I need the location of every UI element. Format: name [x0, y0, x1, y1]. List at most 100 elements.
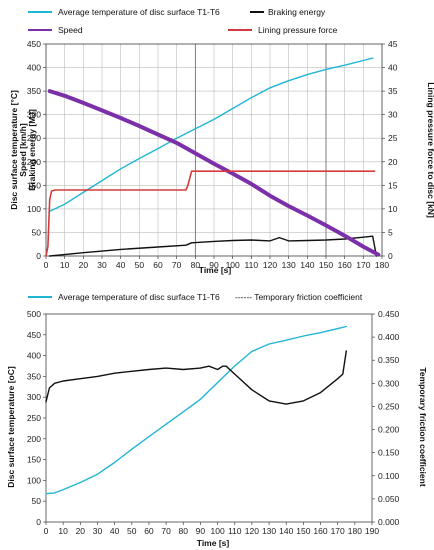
- x-tick-label: 180: [375, 260, 389, 270]
- chart1-legend: Average temperature of disc surface T1-T…: [28, 7, 338, 35]
- y-right-tick-label: 0.400: [378, 332, 400, 342]
- chart1-ylabel-energy: Braking energy [MJ]: [27, 109, 37, 191]
- chart1-ylabel-right: Lining pressure force to disc [kN]: [426, 82, 434, 218]
- y-left-tick-label: 150: [27, 180, 41, 190]
- x-tick-label: 130: [282, 260, 296, 270]
- x-tick-label: 150: [296, 526, 310, 536]
- x-tick-label: 0: [44, 260, 49, 270]
- y-right-tick-label: 0.000: [378, 517, 400, 527]
- x-tick-label: 110: [228, 526, 242, 536]
- x-tick-label: 20: [76, 526, 86, 536]
- x-tick-label: 110: [245, 260, 259, 270]
- x-tick-label: 30: [97, 260, 107, 270]
- chart2-plot: 0 10 20 30 40 50 60 70 80 90 100 110 120 130 140 150 160…: [27, 309, 400, 536]
- x-tick-label: 10: [58, 526, 68, 536]
- y-left-tick-label: 200: [27, 157, 41, 167]
- x-tick-label: 150: [319, 260, 333, 270]
- y-right-tick-label: 20: [388, 157, 398, 167]
- y-right-tick-label: 45: [388, 39, 398, 49]
- x-tick-label: 0: [44, 526, 49, 536]
- x-tick-label: 40: [116, 260, 126, 270]
- y-left-tick-label: 500: [27, 309, 41, 319]
- y-right-tick-label: 0.100: [378, 471, 400, 481]
- x-tick-label: 30: [93, 526, 103, 536]
- chart1-xlabel: Time [s]: [199, 265, 232, 275]
- y-right-tick-label: 5: [388, 227, 393, 237]
- x-tick-label: 170: [331, 526, 345, 536]
- x-tick-label: 140: [300, 260, 314, 270]
- y-right-tick-label: 0.050: [378, 494, 400, 504]
- x-tick-label: 120: [263, 260, 277, 270]
- y-left-tick-label: 50: [32, 227, 42, 237]
- y-left-tick-label: 400: [27, 351, 41, 361]
- x-tick-label: 160: [338, 260, 352, 270]
- x-tick-label: 180: [348, 526, 362, 536]
- chart2-ylabel-left: Disc surface temperature [oC]: [6, 366, 16, 488]
- y-left-tick-label: 300: [27, 110, 41, 120]
- legend-label-braking-energy: Braking energy: [268, 7, 326, 17]
- y-right-tick-label: 0.250: [378, 401, 400, 411]
- series-line-speed: [47, 89, 381, 257]
- y-left-tick-label: 0: [36, 251, 41, 261]
- chart2-legend: Average temperature of disc surface T1-T…: [28, 292, 363, 302]
- x-tick-label: 170: [356, 260, 370, 270]
- x-tick-label: 60: [153, 260, 163, 270]
- x-tick-label: 130: [262, 526, 276, 536]
- y-right-tick-label: 30: [388, 110, 398, 120]
- y-right-tick-label: 0.350: [378, 355, 400, 365]
- y-left-tick-label: 400: [27, 63, 41, 73]
- chart2-ylabel-right: Temporary friction coefficient: [418, 367, 428, 487]
- legend-label-speed: Speed: [58, 25, 83, 35]
- y-left-tick-label: 100: [27, 475, 41, 485]
- x-tick-label: 140: [279, 526, 293, 536]
- x-tick-label: 90: [196, 526, 206, 536]
- y-right-tick-label: 10: [388, 204, 398, 214]
- legend-label-temperature-2: Average temperature of disc surface T1-T…: [58, 292, 220, 302]
- y-right-tick-label: 0.150: [378, 448, 400, 458]
- y-right-tick-label: 40: [388, 63, 398, 73]
- y-left-tick-label: 250: [27, 413, 41, 423]
- y-left-tick-label: 350: [27, 86, 41, 96]
- x-tick-label: 100: [210, 526, 224, 536]
- chart1-ylabel-left: Disc surface temperature [°C] Speed [km/…: [9, 90, 37, 210]
- y-right-tick-label: 35: [388, 86, 398, 96]
- x-tick-label: 90: [209, 260, 219, 270]
- y-right-tick-label: 0: [388, 251, 393, 261]
- y-right-tick-label: 25: [388, 133, 398, 143]
- x-tick-label: 100: [226, 260, 240, 270]
- series-line-temporary-friction-coefficient: [45, 350, 347, 405]
- y-left-tick-label: 250: [27, 133, 41, 143]
- x-tick-label: 10: [60, 260, 70, 270]
- series-line-lining-pressure-force: [45, 170, 376, 257]
- y-left-tick-label: 300: [27, 392, 41, 402]
- plot-frame: [45, 313, 373, 523]
- x-tick-label: 190: [365, 526, 379, 536]
- y-left-tick-label: 100: [27, 204, 41, 214]
- x-tick-label: 120: [245, 526, 259, 536]
- legend-label-friction: ------ Temporary friction coefficient: [235, 292, 363, 302]
- series-line-braking-energy: [49, 235, 378, 257]
- x-tick-label: 80: [191, 260, 201, 270]
- series-line-average-temperature-of-disc-surface-t1-t6: [49, 57, 374, 212]
- y-right-tick-label: 0.450: [378, 309, 400, 319]
- y-right-tick-label: 0.300: [378, 378, 400, 388]
- y-left-tick-label: 150: [27, 455, 41, 465]
- x-tick-label: 50: [127, 526, 137, 536]
- x-tick-label: 80: [179, 526, 189, 536]
- x-tick-label: 20: [79, 260, 89, 270]
- chart2-xlabel: Time [s]: [197, 538, 230, 548]
- x-tick-label: 50: [135, 260, 145, 270]
- y-left-tick-label: 200: [27, 434, 41, 444]
- chart1-ylabel-temperature: Disc surface temperature [°C]: [9, 90, 19, 210]
- y-left-tick-label: 450: [27, 39, 41, 49]
- x-tick-label: 40: [110, 526, 120, 536]
- series-line-average-temperature-of-disc-surface-t1-t6: [45, 325, 347, 495]
- y-left-tick-label: 0: [36, 517, 41, 527]
- x-tick-label: 70: [161, 526, 171, 536]
- y-left-tick-label: 450: [27, 330, 41, 340]
- legend-label-lining-force: Lining pressure force: [258, 25, 338, 35]
- y-left-tick-label: 50: [32, 496, 42, 506]
- x-tick-label: 70: [172, 260, 182, 270]
- y-right-tick-label: 0.200: [378, 425, 400, 435]
